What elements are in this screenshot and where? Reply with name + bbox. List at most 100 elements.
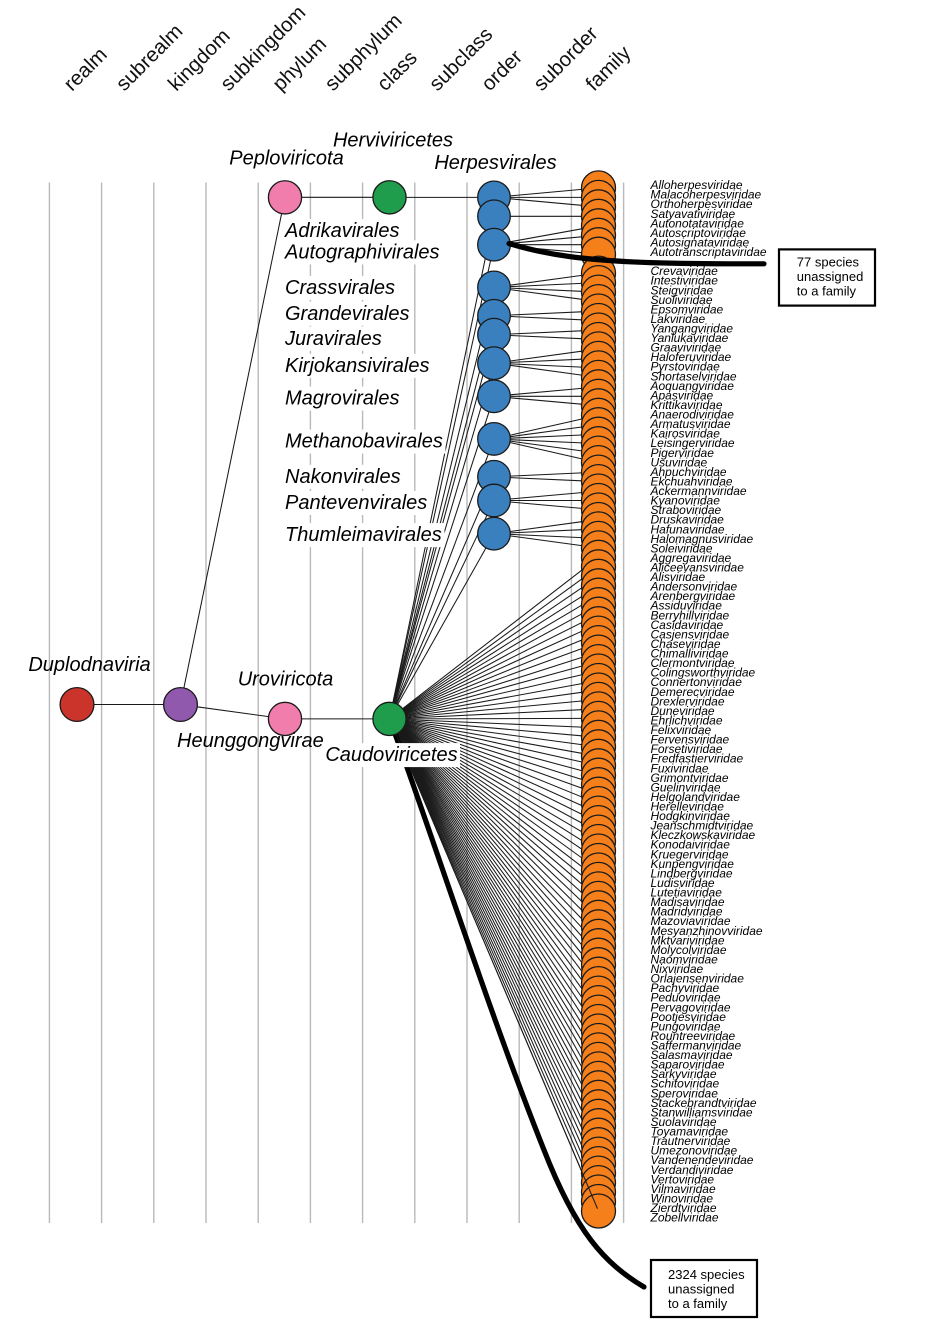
svg-text:Fuxiviridae: Fuxiviridae [651, 761, 709, 775]
svg-text:Halomagnusviridae: Halomagnusviridae [651, 532, 754, 546]
svg-text:Satyavativiridae: Satyavativiridae [651, 207, 736, 221]
svg-text:Kairosviridae: Kairosviridae [651, 427, 721, 441]
svg-text:Pungoviridae: Pungoviridae [651, 1019, 721, 1033]
svg-text:Connertonviridae: Connertonviridae [651, 675, 743, 689]
svg-text:Yanlukaviridae: Yanlukaviridae [651, 331, 729, 345]
svg-text:Forsetiviridae: Forsetiviridae [651, 742, 723, 756]
svg-text:Ekchuahviridae: Ekchuahviridae [651, 475, 733, 489]
svg-text:Aoquangviridae: Aoquangviridae [650, 379, 735, 393]
svg-text:Saffermanviridae: Saffermanviridae [651, 1039, 742, 1053]
svg-text:Zobellviridae: Zobellviridae [650, 1211, 719, 1225]
svg-text:Nakonvirales: Nakonvirales [285, 466, 401, 488]
svg-text:Magrovirales: Magrovirales [285, 388, 399, 410]
svg-text:Rountreeviridae: Rountreeviridae [651, 1029, 736, 1043]
svg-text:Peduoviridae: Peduoviridae [651, 991, 721, 1005]
svg-text:Orthoherpesviridae: Orthoherpesviridae [651, 197, 753, 211]
svg-text:Fredfastierviridae: Fredfastierviridae [651, 752, 744, 766]
svg-text:Juravirales: Juravirales [284, 328, 382, 350]
svg-text:Duplodnaviria: Duplodnaviria [28, 654, 150, 676]
svg-text:Andersonviridae: Andersonviridae [650, 580, 738, 594]
svg-text:Uroviricota: Uroviricota [238, 669, 334, 691]
svg-text:Stackebrandtviridae: Stackebrandtviridae [651, 1096, 757, 1110]
svg-text:Anaerodiviridae: Anaerodiviridae [650, 408, 735, 422]
svg-text:Adrikavirales: Adrikavirales [284, 220, 399, 242]
svg-text:Ahpuchviridae: Ahpuchviridae [650, 465, 727, 479]
svg-text:Schitoviridae: Schitoviridae [651, 1077, 720, 1091]
svg-text:Alisviridae: Alisviridae [650, 570, 706, 584]
svg-text:Jeanschmidtviridae: Jeanschmidtviridae [650, 819, 754, 833]
svg-text:Speroviridae: Speroviridae [651, 1086, 719, 1100]
svg-text:Pantevenvirales: Pantevenvirales [285, 492, 427, 514]
svg-text:Crassvirales: Crassvirales [285, 277, 395, 299]
svg-text:Chimalliviridae: Chimalliviridae [651, 647, 729, 661]
svg-text:Suolaviridae: Suolaviridae [651, 1115, 717, 1129]
svg-text:unassigned: unassigned [797, 269, 864, 284]
svg-text:Haloferuviridae: Haloferuviridae [651, 350, 732, 364]
svg-text:Pachyviridae: Pachyviridae [651, 981, 720, 995]
svg-text:Pootjesviridae: Pootjesviridae [651, 1010, 727, 1024]
svg-text:Salasmaviridae: Salasmaviridae [651, 1048, 733, 1062]
svg-text:to a family: to a family [797, 284, 857, 299]
svg-text:Methanobavirales: Methanobavirales [285, 431, 443, 453]
svg-text:Vilmaviridae: Vilmaviridae [651, 1182, 716, 1196]
svg-text:Casidaviridae: Casidaviridae [651, 618, 724, 632]
svg-text:Ackermannviridae: Ackermannviridae [650, 484, 747, 498]
svg-text:Mesyanzhinovviridae: Mesyanzhinovviridae [651, 924, 763, 938]
svg-text:Vandenendeviridae: Vandenendeviridae [651, 1153, 754, 1167]
svg-text:Winoviridae: Winoviridae [651, 1192, 714, 1206]
svg-text:Berryhillviridae: Berryhillviridae [651, 608, 730, 622]
svg-text:Autoscriptoviridae: Autoscriptoviridae [650, 226, 747, 240]
svg-text:Demerecviridae: Demerecviridae [651, 685, 735, 699]
svg-text:Kleczkowskaviridae: Kleczkowskaviridae [651, 828, 756, 842]
svg-text:to a family: to a family [668, 1296, 728, 1311]
svg-text:Madridviridae: Madridviridae [651, 905, 723, 919]
svg-text:Konodaiviridae: Konodaiviridae [651, 838, 731, 852]
svg-text:Fervensviridae: Fervensviridae [651, 733, 730, 747]
svg-text:Orlajensenviridae: Orlajensenviridae [651, 972, 745, 986]
svg-text:Soleiviridae: Soleiviridae [651, 541, 713, 555]
svg-text:Herpesvirales: Herpesvirales [434, 152, 556, 174]
svg-text:Chaseviridae: Chaseviridae [651, 637, 721, 651]
svg-text:Molycolviridae: Molycolviridae [651, 943, 727, 957]
svg-text:Lutetiaviridae: Lutetiaviridae [651, 886, 723, 900]
svg-text:Aliceevansviridae: Aliceevansviridae [650, 561, 745, 575]
svg-text:Malacoherpesviridae: Malacoherpesviridae [651, 188, 762, 202]
svg-text:2324 species: 2324 species [668, 1267, 745, 1282]
svg-text:Hafunaviridae: Hafunaviridae [651, 522, 725, 536]
svg-text:Leisingerviridae: Leisingerviridae [651, 436, 735, 450]
svg-text:Intestiviridae: Intestiviridae [651, 274, 719, 288]
svg-text:Helgolandviridae: Helgolandviridae [651, 790, 741, 804]
svg-text:Apasviridae: Apasviridae [650, 388, 714, 402]
svg-text:Lindbergviridae: Lindbergviridae [651, 866, 733, 880]
svg-text:Mazoviaviridae: Mazoviaviridae [651, 914, 731, 928]
svg-text:77 species: 77 species [797, 255, 860, 270]
svg-text:Arenbergviridae: Arenbergviridae [650, 589, 736, 603]
svg-text:Kirjokansivirales: Kirjokansivirales [285, 355, 430, 377]
svg-text:Alloherpesviridae: Alloherpesviridae [650, 178, 743, 192]
svg-text:Autotranscriptaviridae: Autotranscriptaviridae [650, 245, 767, 259]
svg-text:Pervagoviridae: Pervagoviridae [651, 1000, 731, 1014]
svg-text:Heunggongvirae: Heunggongvirae [177, 730, 324, 752]
svg-text:Umezonoviridae: Umezonoviridae [651, 1144, 738, 1158]
svg-text:Grimontviridae: Grimontviridae [651, 771, 729, 785]
svg-text:Krittikaviridae: Krittikaviridae [651, 398, 723, 412]
svg-text:Nixviridae: Nixviridae [651, 962, 704, 976]
svg-text:Assiduviridae: Assiduviridae [650, 599, 723, 613]
svg-text:Pigerviridae: Pigerviridae [651, 446, 715, 460]
svg-text:Graaviviridae: Graaviviridae [651, 341, 722, 355]
svg-text:Vertoviridae: Vertoviridae [651, 1172, 715, 1186]
svg-text:Lakviridae: Lakviridae [651, 312, 706, 326]
svg-text:Duneviridae: Duneviridae [651, 704, 715, 718]
svg-text:Drexlerviridae: Drexlerviridae [651, 694, 725, 708]
svg-text:Ehrlichviridae: Ehrlichviridae [651, 714, 723, 728]
svg-text:Aggregaviridae: Aggregaviridae [650, 551, 732, 565]
svg-text:Colingsworthviridae: Colingsworthviridae [651, 666, 756, 680]
svg-text:Naomviridae: Naomviridae [651, 953, 719, 967]
svg-text:Stanwilliamsviridae: Stanwilliamsviridae [651, 1105, 753, 1119]
svg-text:Shortaselviridae: Shortaselviridae [651, 369, 737, 383]
svg-text:Kruegerviridae: Kruegerviridae [651, 847, 729, 861]
svg-text:Saparoviridae: Saparoviridae [651, 1058, 725, 1072]
svg-text:Herelleviridae: Herelleviridae [651, 800, 725, 814]
svg-text:Trautnerviridae: Trautnerviridae [651, 1134, 731, 1148]
svg-text:Peploviricota: Peploviricota [229, 148, 344, 170]
